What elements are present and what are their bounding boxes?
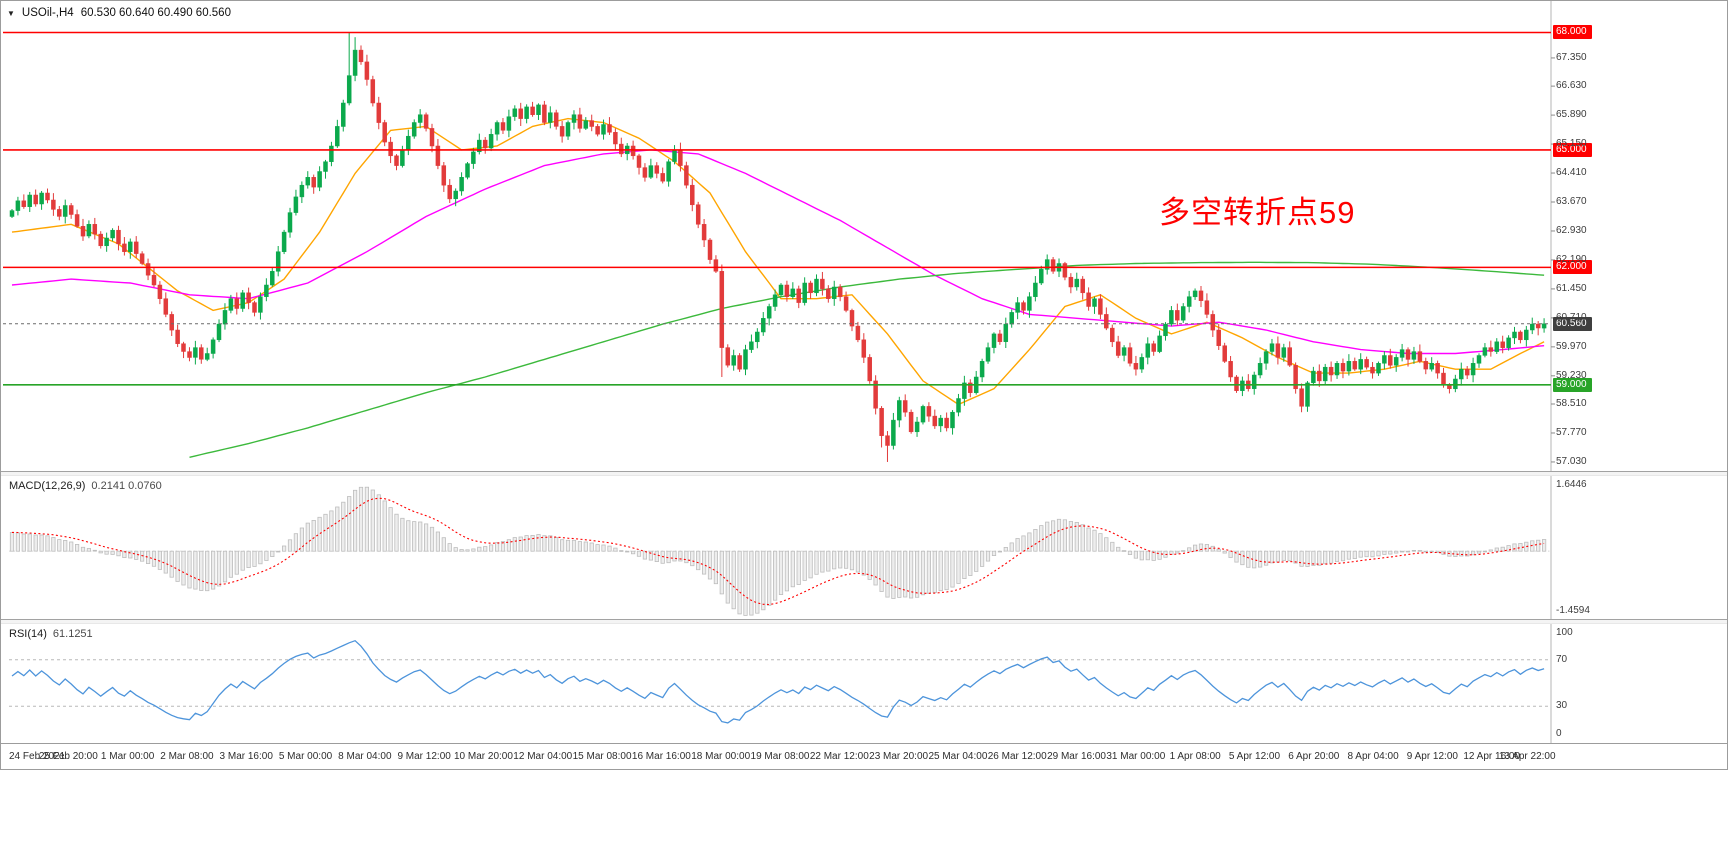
macd-histogram [9, 486, 1547, 616]
macd-name: MACD(12,26,9) [9, 480, 86, 492]
chart-header: ▼ USOil-,H4 60.530 60.640 60.490 60.560 [7, 7, 231, 19]
price-level-badge: 62.000 [1553, 260, 1592, 275]
time-tick-label: 29 Mar 16:00 [1047, 751, 1106, 762]
time-axis-scale[interactable]: 24 Feb 2021 25 Feb 20:00 1 Mar 00:00 2 Mar … [1, 743, 1727, 769]
time-tick-label: 26 Mar 12:00 [987, 751, 1047, 762]
price-tick-label: 57.770 [1556, 426, 1587, 438]
price-level-badge: 59.000 [1553, 377, 1592, 392]
time-tick-label: 25 Feb 20:00 [38, 751, 98, 762]
rsi-value: 61.1251 [52, 628, 93, 640]
time-tick-label: 2 Mar 08:00 [160, 751, 214, 762]
price-tick-label: 67.350 [1556, 51, 1587, 63]
rsi-axis-label: 100 [1556, 627, 1573, 638]
time-tick-label: 18 Mar 00:00 [691, 751, 751, 762]
price-level-badge: 68.000 [1553, 25, 1592, 40]
price-tick-label: 61.450 [1556, 282, 1587, 294]
time-tick-label: 5 Apr 12:00 [1228, 751, 1281, 762]
time-tick-label: 8 Apr 04:00 [1347, 751, 1399, 762]
macd-axis-min-label: -1.4594 [1556, 605, 1590, 616]
rsi-axis-label: 70 [1556, 653, 1568, 665]
macd-indicator-label: MACD(12,26,9) 0.2141 0.0760 [9, 480, 162, 492]
time-tick-label: 3 Mar 16:00 [219, 751, 273, 762]
price-tick-label: 57.030 [1556, 455, 1587, 467]
time-tick-label: 16 Mar 16:00 [631, 751, 691, 762]
rsi-axis-label: 0 [1556, 728, 1562, 739]
current-price-badge: 60.560 [1553, 316, 1592, 331]
chart-canvas[interactable] [1, 1, 1727, 769]
time-tick-label: 9 Apr 12:00 [1406, 751, 1458, 762]
moving-average-lines [11, 117, 1545, 458]
price-tick-label: 62.930 [1556, 224, 1587, 236]
time-tick-label: 1 Apr 08:00 [1169, 751, 1221, 762]
time-tick-label: 12 Mar 04:00 [513, 751, 573, 762]
price-tick-label: 63.670 [1556, 196, 1587, 207]
candles [9, 32, 1547, 462]
price-level-badge: 65.000 [1553, 142, 1592, 157]
macd-values: 0.2141 0.0760 [91, 480, 162, 492]
symbol-dropdown-icon[interactable]: ▼ [7, 8, 15, 18]
ma-slow-green [189, 261, 1545, 458]
time-tick-label: 9 Mar 12:00 [397, 751, 451, 762]
ma-fast-orange [11, 117, 1545, 406]
price-tick-label: 59.230 [1556, 369, 1587, 381]
time-tick-label: 1 Mar 00:00 [100, 751, 155, 762]
time-tick-label: 22 Mar 12:00 [809, 751, 869, 762]
price-tick-label: 62.190 [1556, 253, 1587, 265]
price-tick-label: 65.890 [1556, 109, 1587, 121]
ma-medium-magenta [11, 149, 1545, 355]
rsi-name: RSI(14) [9, 628, 47, 640]
annotation-text: 多空转折点59 [1159, 195, 1356, 230]
time-tick-label: 19 Mar 08:00 [750, 751, 810, 762]
macd-axis-max-label: 1.6446 [1556, 479, 1587, 490]
time-tick-label: 10 Mar 20:00 [453, 751, 513, 762]
price-tick-label: 58.510 [1556, 398, 1587, 409]
time-tick-label: 5 Mar 00:00 [278, 751, 333, 762]
ohlc-values-label: 60.530 60.640 60.490 60.560 [80, 7, 231, 19]
price-tick-label: 64.410 [1556, 167, 1587, 179]
symbol-timeframe-label: USOil-,H4 [21, 7, 74, 19]
price-axis-scale[interactable]: 68.000 65.000 62.000 59.000 60.560 67.350 66.6… [1552, 1, 1727, 743]
horizontal-level-lines [3, 31, 1551, 386]
time-tick-label: 15 Mar 08:00 [572, 751, 632, 762]
price-tick-label: 65.150 [1556, 138, 1587, 150]
rsi-line [11, 639, 1545, 724]
chart-window: ▼ USOil-,H4 60.530 60.640 60.490 60.560 … [0, 0, 1728, 770]
time-tick-label: 13 Apr 22:00 [1498, 751, 1556, 762]
rsi-axis-label: 30 [1556, 700, 1568, 712]
time-tick-label: 23 Mar 20:00 [869, 751, 929, 762]
price-tick-label: 66.630 [1556, 80, 1587, 92]
time-tick-label: 25 Mar 04:00 [928, 751, 988, 762]
time-tick-label: 31 Mar 00:00 [1106, 751, 1166, 762]
panel-separator-price-macd[interactable] [1, 471, 1727, 476]
rsi-indicator-label: RSI(14) 61.1251 [9, 628, 93, 640]
time-tick-label: 12 Apr 16:00 [1463, 751, 1521, 762]
price-tick-label: 59.970 [1556, 340, 1587, 352]
time-tick-label: 24 Feb 2021 [9, 751, 66, 762]
panel-separator-macd-rsi[interactable] [1, 619, 1727, 624]
price-tick-label: 60.710 [1556, 311, 1587, 323]
time-tick-label: 8 Mar 04:00 [338, 751, 392, 762]
time-tick-label: 6 Apr 20:00 [1288, 751, 1340, 762]
